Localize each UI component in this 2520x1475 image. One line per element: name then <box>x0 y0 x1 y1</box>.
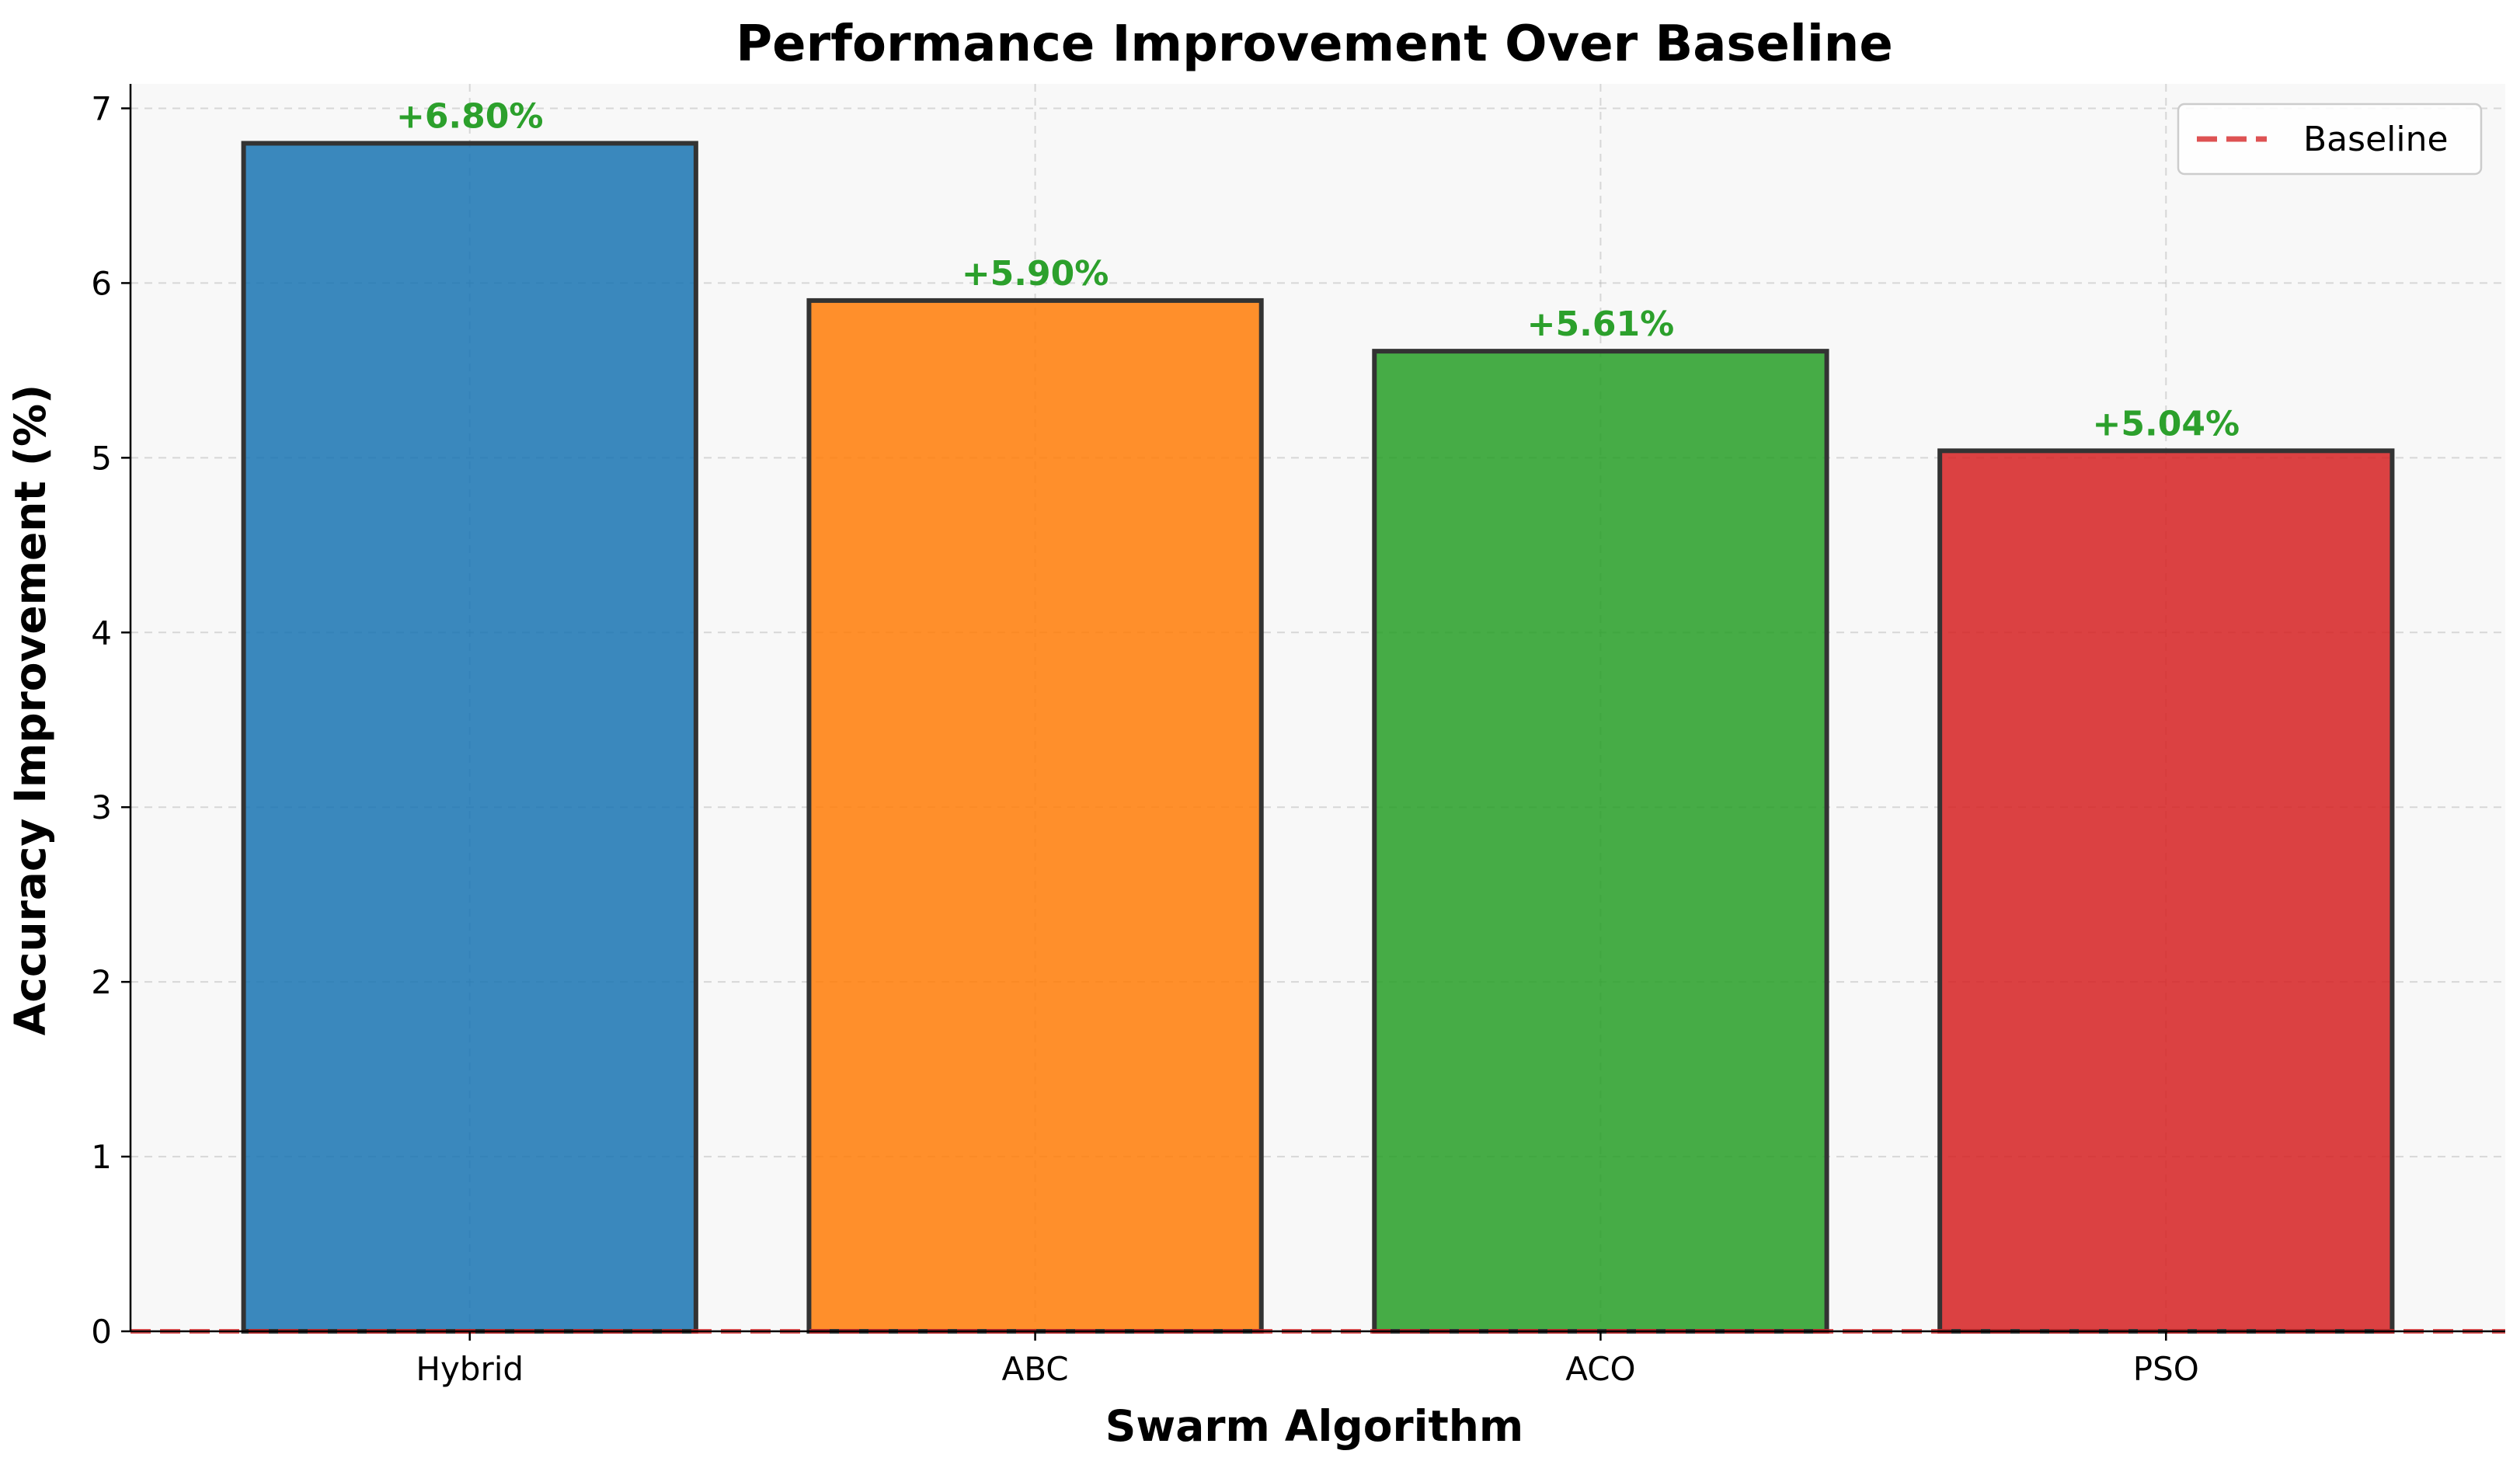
chart-title: Performance Improvement Over Baseline <box>736 16 1893 73</box>
y-tick-label: 4 <box>91 614 112 652</box>
y-axis-label: Accuracy Improvement (%) <box>5 384 55 1036</box>
y-tick-label: 1 <box>91 1138 112 1176</box>
ticks: 0 1 2 3 4 5 6 7 Hybrid ABC ACO PSO <box>91 89 2199 1388</box>
axes <box>129 84 2505 1333</box>
x-axis-label: Swarm Algorithm <box>1105 1401 1523 1451</box>
y-tick-label: 5 <box>91 439 112 477</box>
x-tick-label: PSO <box>2133 1350 2199 1388</box>
data-label: +5.90% <box>962 254 1109 294</box>
x-tick-label: ABC <box>1002 1350 1069 1388</box>
x-tick-label: Hybrid <box>416 1350 524 1388</box>
bar-abc <box>806 297 1264 1334</box>
data-label: +5.61% <box>1527 304 1675 344</box>
legend: Baseline <box>2177 103 2483 176</box>
y-tick-label: 2 <box>91 963 112 1001</box>
x-tick-label: ACO <box>1565 1350 1635 1388</box>
bar-pso <box>1937 448 2395 1334</box>
data-labels: +6.80% +5.90% +5.61% +5.04% <box>396 96 2240 444</box>
y-tick-label: 3 <box>91 788 112 826</box>
bar-aco <box>1372 349 1829 1334</box>
data-label: +5.04% <box>2093 404 2240 444</box>
y-tick-label: 6 <box>91 264 112 302</box>
y-tick-label: 7 <box>91 89 112 127</box>
legend-entry-baseline: Baseline <box>2303 120 2449 159</box>
bar-hybrid <box>241 141 698 1334</box>
legend-frame <box>2177 103 2483 176</box>
bars <box>241 141 2395 1334</box>
data-label: +6.80% <box>396 96 544 136</box>
y-tick-label: 0 <box>91 1313 112 1351</box>
